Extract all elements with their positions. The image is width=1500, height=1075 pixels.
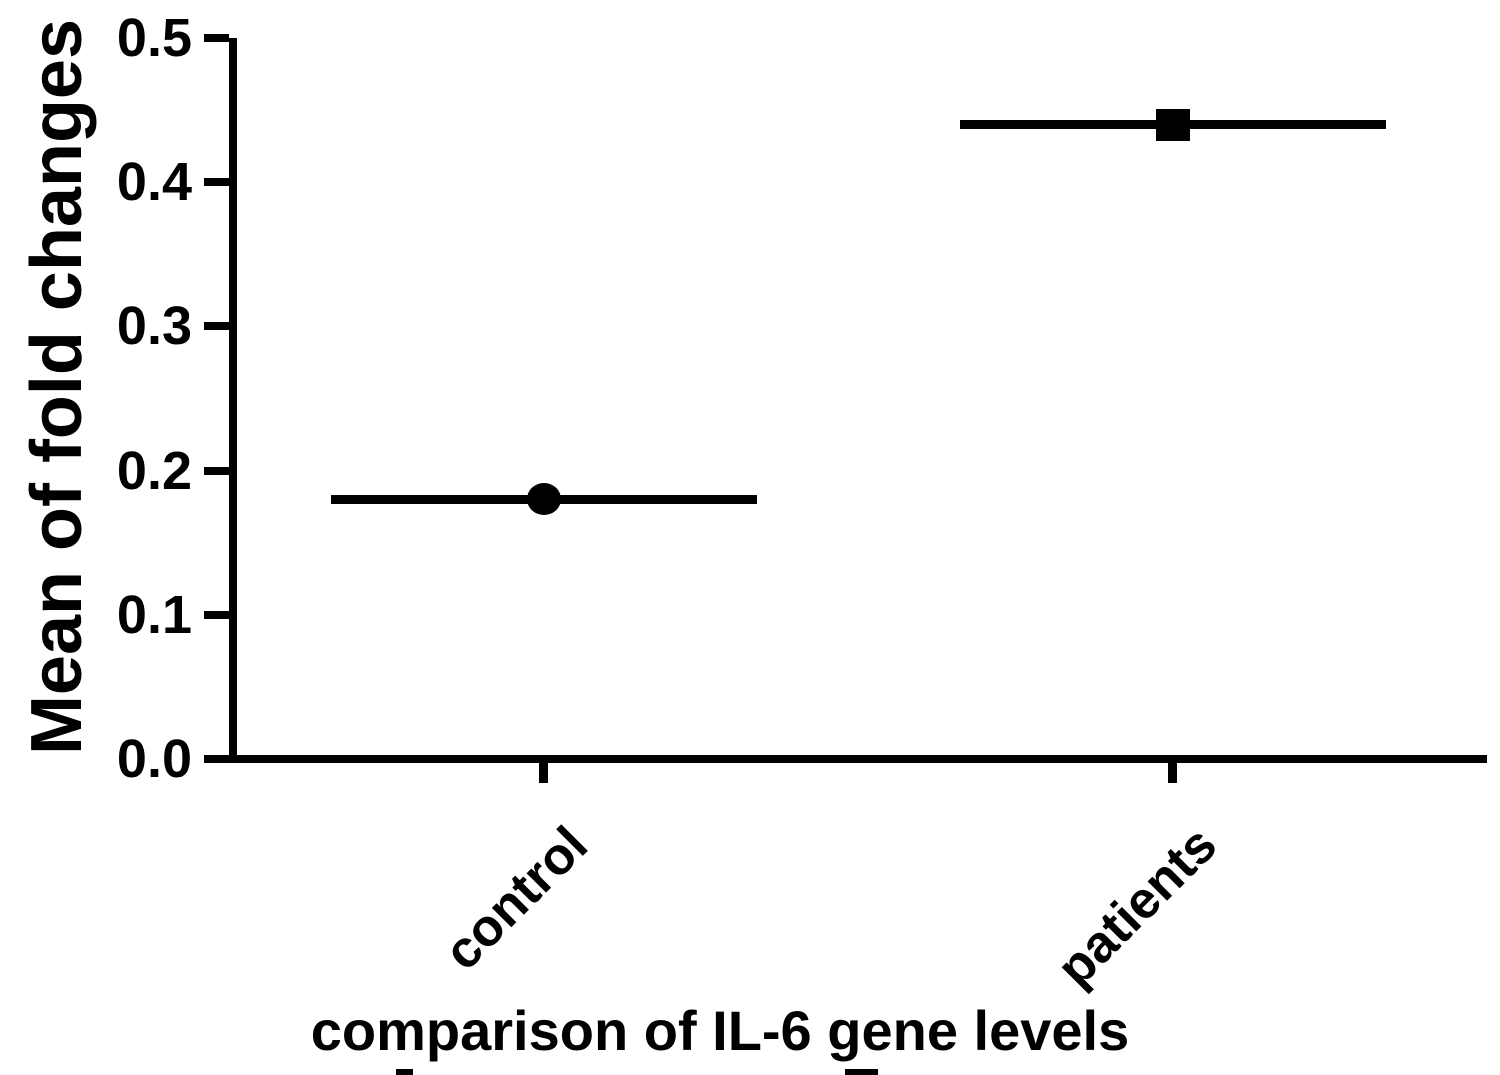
y-tick-label: 0.3 — [116, 296, 192, 357]
marker-patients-square — [1155, 108, 1190, 141]
y-tick — [204, 34, 229, 42]
y-tick-label: 0.4 — [116, 152, 192, 213]
y-tick — [204, 610, 229, 619]
cutoff-text-fragment-left — [396, 1069, 413, 1075]
x-tick-control — [539, 763, 548, 783]
y-tick — [204, 466, 229, 475]
x-tick-label-control: control — [433, 815, 600, 982]
y-axis-title: Mean of fold changes — [17, 18, 97, 756]
y-tick-label: 0.1 — [116, 584, 192, 645]
y-tick-label: 0.0 — [116, 729, 192, 789]
y-tick — [204, 178, 229, 187]
y-tick — [204, 755, 229, 763]
y-tick — [204, 322, 229, 331]
x-axis-title: comparison of IL-6 gene levels — [310, 999, 1130, 1062]
y-tick-label: 0.5 — [116, 8, 192, 68]
x-tick-patients — [1168, 763, 1177, 783]
cutoff-text-fragment-right — [845, 1069, 878, 1075]
x-tick-label-patients: patients — [1046, 815, 1229, 998]
y-tick-label: 0.2 — [116, 440, 192, 501]
marker-control-circle — [526, 483, 561, 516]
x-axis-line — [229, 755, 1487, 763]
y-axis-line — [229, 38, 237, 763]
